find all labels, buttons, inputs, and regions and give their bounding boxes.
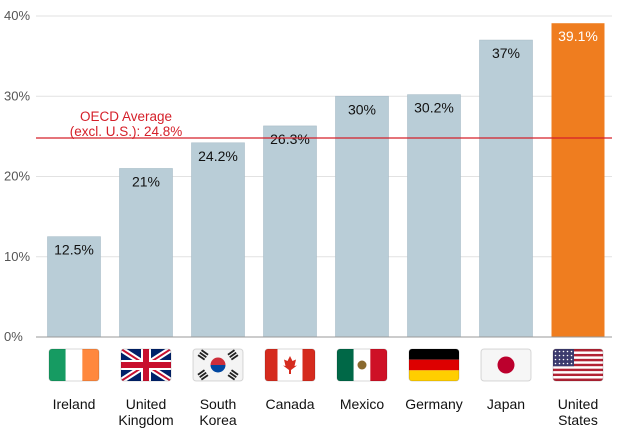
- category-label-canada: Canada: [265, 396, 314, 412]
- data-label-mexico: 30%: [348, 101, 376, 117]
- category-label-south-korea: South Korea: [199, 396, 237, 428]
- oecd-average-label-line: (excl. U.S.): 24.8%: [70, 124, 183, 139]
- flag-canada-icon: [264, 348, 316, 382]
- category-label-united-states: United States: [558, 396, 598, 428]
- category-label-line: United: [558, 396, 598, 412]
- y-tick-label: 10%: [4, 249, 30, 264]
- category-label-japan: Japan: [487, 396, 525, 412]
- category-label-ireland: Ireland: [53, 396, 96, 412]
- y-tick-label: 20%: [4, 169, 30, 184]
- flag-south-korea-icon: [192, 348, 244, 382]
- category-label-line: Korea: [199, 412, 237, 428]
- flag-ireland-icon: [48, 348, 100, 382]
- data-label-germany: 30.2%: [414, 100, 454, 116]
- category-label-line: Ireland: [53, 396, 96, 412]
- category-label-line: Japan: [487, 396, 525, 412]
- data-label-united-kingdom: 21%: [132, 173, 160, 189]
- category-label-line: South: [200, 396, 237, 412]
- bar-japan: [479, 39, 533, 338]
- flag-mexico-icon: [336, 348, 388, 382]
- category-label-line: United: [126, 396, 166, 412]
- flag-japan-icon: [480, 348, 532, 382]
- data-label-ireland: 12.5%: [54, 242, 94, 258]
- category-label-line: Kingdom: [118, 412, 173, 428]
- data-label-canada: 26.3%: [270, 131, 310, 147]
- data-label-south-korea: 24.2%: [198, 148, 238, 164]
- flag-united-states-icon: [552, 348, 604, 382]
- category-label-line: Canada: [265, 396, 314, 412]
- oecd-average-label: OECD Average (excl. U.S.): 24.8%: [70, 109, 183, 139]
- bar-canada: [263, 125, 317, 338]
- bar-ireland: [47, 236, 101, 338]
- category-label-united-kingdom: United Kingdom: [118, 396, 173, 428]
- category-label-line: States: [558, 412, 598, 428]
- category-label-germany: Germany: [405, 396, 463, 412]
- data-label-united-states: 39.1%: [558, 28, 598, 44]
- bar-mexico: [335, 95, 389, 338]
- data-label-japan: 37%: [492, 45, 520, 61]
- category-label-mexico: Mexico: [340, 396, 385, 412]
- bar-united-states: [551, 23, 605, 337]
- category-label-line: Germany: [405, 396, 463, 412]
- bar-germany: [407, 94, 461, 338]
- y-tick-label: 40%: [4, 8, 30, 23]
- bar-united-kingdom: [119, 168, 173, 338]
- y-tick-label: 30%: [4, 88, 30, 103]
- bar-south-korea: [191, 142, 245, 338]
- flag-germany-icon: [408, 348, 460, 382]
- category-label-line: Mexico: [340, 396, 385, 412]
- y-tick-label: 0%: [4, 329, 23, 344]
- oecd-average-label-line: OECD Average: [80, 109, 172, 124]
- flag-united-kingdom-icon: [120, 348, 172, 382]
